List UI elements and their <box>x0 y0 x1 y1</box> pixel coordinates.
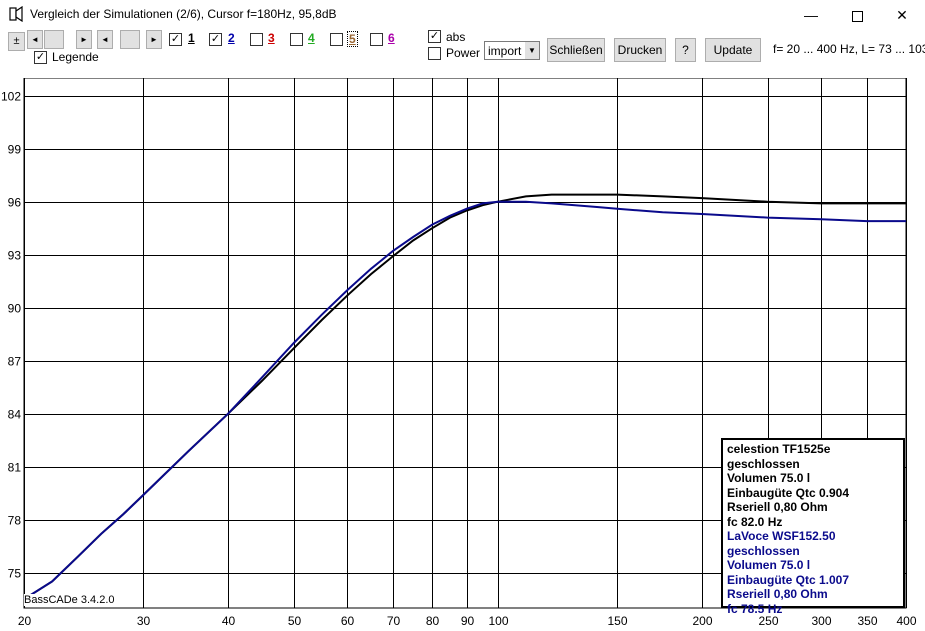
checkmark-icon: ✓ <box>170 33 181 45</box>
print-button[interactable]: Drucken <box>614 38 666 62</box>
legend-series-2: LaVoce WSF152.50 geschlossen Volumen 75.… <box>727 529 899 616</box>
nav-last-button[interactable]: ► <box>146 30 162 49</box>
checkmark-icon: ✓ <box>210 33 221 45</box>
series-3-label: 3 <box>268 31 275 45</box>
x-tick-label: 200 <box>692 614 712 628</box>
power-checkbox[interactable] <box>428 47 441 60</box>
chevron-down-icon: ▼ <box>525 42 539 59</box>
y-tick-label: 84 <box>8 408 22 422</box>
minimize-button[interactable]: — <box>788 0 834 30</box>
x-tick-label: 400 <box>896 614 916 628</box>
y-tick-label: 90 <box>8 302 22 316</box>
y-tick-label: 99 <box>8 143 22 157</box>
title-bar: Vergleich der Simulationen (2/6), Cursor… <box>0 0 925 30</box>
x-tick-label: 30 <box>137 614 151 628</box>
x-tick-label: 80 <box>426 614 440 628</box>
y-tick-label: 102 <box>1 90 21 104</box>
y-tick-label: 81 <box>8 461 22 475</box>
legend-line: LaVoce WSF152.50 <box>727 529 836 543</box>
series-1-label: 1 <box>188 31 195 45</box>
series-1-checkbox[interactable]: ✓ <box>169 33 182 46</box>
legend-line: Rseriell 0,80 Ohm <box>727 587 828 601</box>
import-select[interactable]: import ▼ <box>484 41 540 60</box>
close-icon: ✕ <box>896 7 908 23</box>
arrow-left-icon: ◄ <box>101 35 109 44</box>
x-tick-label: 100 <box>488 614 508 628</box>
series-3-checkbox[interactable] <box>250 33 263 46</box>
frequency-response-chart[interactable]: 20 30 40 50 60 70 80 90 100 150 200 250 300 350 400 75 7… <box>0 78 925 631</box>
nav-back-button[interactable]: ◄ <box>97 30 113 49</box>
legend-line: fc 82.0 Hz <box>727 514 783 529</box>
series-line-2 <box>23 200 906 601</box>
arrow-right-icon: ► <box>150 35 158 44</box>
y-tick-label: 93 <box>8 249 22 263</box>
y-tick-label: 87 <box>8 355 22 369</box>
legende-checkbox[interactable]: ✓ <box>34 51 47 64</box>
range-text: f= 20 ... 400 Hz, L= 73 ... 103 dB <box>773 42 925 56</box>
help-button[interactable]: ? <box>675 38 696 62</box>
y-tick-label: 96 <box>8 196 22 210</box>
chart-legend: celestion TF1525e geschlossen Volumen 75… <box>721 438 905 616</box>
abs-label: abs <box>446 30 466 44</box>
legende-label: Legende <box>52 50 99 64</box>
legend-line: Volumen 75.0 l <box>727 471 811 485</box>
y-tick-label: 75 <box>8 567 22 581</box>
import-select-value: import <box>488 44 522 58</box>
series-6-checkbox[interactable] <box>370 33 383 46</box>
x-tick-label: 300 <box>811 614 831 628</box>
series-5-checkbox[interactable] <box>330 33 343 46</box>
x-tick-label: 40 <box>222 614 236 628</box>
close-button[interactable]: ✕ <box>879 0 925 30</box>
close-dialog-button[interactable]: Schließen <box>547 38 605 62</box>
legend-line: geschlossen <box>727 543 800 558</box>
x-tick-label: 250 <box>758 614 778 628</box>
power-label: Power <box>446 46 481 60</box>
nav-next-button[interactable]: ► <box>76 30 92 49</box>
legend-line: Volumen 75.0 l <box>727 558 811 572</box>
minimize-icon: — <box>804 7 818 23</box>
legend-line: fc 78.5 Hz <box>727 601 783 616</box>
chart-ticks: 20 30 40 50 60 70 80 90 100 150 200 250 300 350 400 75 7… <box>1 90 917 629</box>
checkmark-icon: ✓ <box>35 51 46 63</box>
legend-line: Einbaugüte Qtc 1.007 <box>727 572 850 587</box>
legend-line: Einbaugüte Qtc 0.904 <box>727 485 850 500</box>
plusminus-button[interactable]: ± <box>8 32 25 51</box>
x-tick-label: 150 <box>607 614 627 628</box>
legend-line: celestion TF1525e <box>727 442 831 456</box>
nav-mid-button[interactable] <box>120 30 140 49</box>
app-icon <box>9 6 23 22</box>
x-tick-label: 350 <box>857 614 877 628</box>
chart-grid <box>23 78 907 609</box>
checkmark-icon: ✓ <box>429 30 440 42</box>
legend-line: Rseriell 0,80 Ohm <box>727 500 828 514</box>
series-4-label: 4 <box>308 31 315 45</box>
series-4-checkbox[interactable] <box>290 33 303 46</box>
window-title: Vergleich der Simulationen (2/6), Cursor… <box>30 7 337 21</box>
chart-series <box>23 193 906 601</box>
series-2-checkbox[interactable]: ✓ <box>209 33 222 46</box>
series-5-label: 5 <box>347 31 358 47</box>
x-tick-label: 20 <box>18 614 32 628</box>
maximize-icon <box>851 10 863 22</box>
nav-first-button[interactable]: ◄ <box>27 30 43 49</box>
series-2-label: 2 <box>228 31 235 45</box>
maximize-button[interactable] <box>834 0 880 30</box>
x-tick-label: 50 <box>288 614 302 628</box>
arrow-right-icon: ► <box>80 35 88 44</box>
legend-line: geschlossen <box>727 456 800 471</box>
update-button[interactable]: Update <box>705 38 761 62</box>
abs-checkbox[interactable]: ✓ <box>428 30 441 43</box>
version-label: BassCADe 3.4.2.0 <box>24 594 115 606</box>
x-tick-label: 60 <box>341 614 355 628</box>
nav-prev-button[interactable] <box>44 30 64 49</box>
series-6-label: 6 <box>388 31 395 45</box>
x-tick-label: 70 <box>387 614 401 628</box>
legend-series-1: celestion TF1525e geschlossen Volumen 75… <box>727 442 899 529</box>
x-tick-label: 90 <box>461 614 475 628</box>
y-tick-label: 78 <box>8 514 22 528</box>
arrow-left-icon: ◄ <box>31 35 39 44</box>
